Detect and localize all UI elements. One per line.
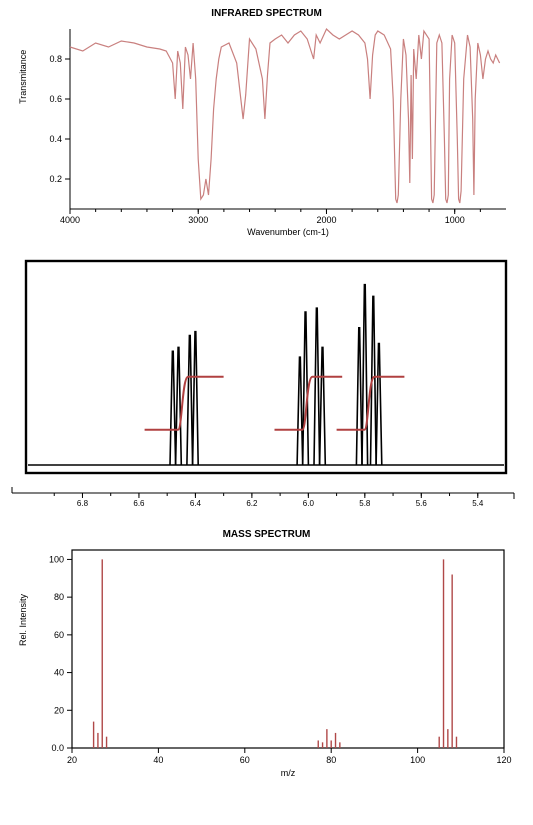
svg-text:6.0: 6.0 <box>303 499 315 508</box>
svg-text:0.0: 0.0 <box>51 743 64 753</box>
svg-text:m/z: m/z <box>281 768 296 778</box>
svg-text:5.8: 5.8 <box>359 499 371 508</box>
svg-text:60: 60 <box>54 630 64 640</box>
svg-text:120: 120 <box>496 755 511 765</box>
svg-text:5.6: 5.6 <box>416 499 428 508</box>
svg-text:6.6: 6.6 <box>133 499 145 508</box>
svg-text:80: 80 <box>326 755 336 765</box>
svg-text:80: 80 <box>54 592 64 602</box>
svg-text:3000: 3000 <box>188 215 208 225</box>
svg-text:0.4: 0.4 <box>49 134 62 144</box>
svg-text:60: 60 <box>240 755 250 765</box>
nmr-chart: 6.8 6.6 6.4 6.2 6.0 5.8 5.6 5.4 <box>8 255 518 515</box>
svg-text:100: 100 <box>49 554 64 564</box>
svg-text:2000: 2000 <box>316 215 336 225</box>
svg-text:20: 20 <box>67 755 77 765</box>
ir-title: INFRARED SPECTRUM <box>8 8 525 19</box>
svg-text:40: 40 <box>54 668 64 678</box>
svg-text:40: 40 <box>153 755 163 765</box>
ir-chart: 4000 3000 2000 1000 0.2 0.4 0.6 0.8 Wavenumber (… <box>36 21 516 241</box>
svg-text:0.8: 0.8 <box>49 54 62 64</box>
svg-text:100: 100 <box>410 755 425 765</box>
ir-ylabel: Transmitance <box>18 50 28 104</box>
ir-panel: INFRARED SPECTRUM Transmitance 4000 3000 2… <box>8 8 525 241</box>
ms-panel: MASS SPECTRUM Rel. Intensity 20 40 60 80 100… <box>8 529 525 782</box>
svg-text:Wavenumber (cm-1): Wavenumber (cm-1) <box>247 227 329 237</box>
svg-text:0.6: 0.6 <box>49 94 62 104</box>
nmr-panel: 6.8 6.6 6.4 6.2 6.0 5.8 5.6 5.4 <box>8 255 525 515</box>
svg-text:0.2: 0.2 <box>49 174 62 184</box>
svg-text:20: 20 <box>54 705 64 715</box>
ms-chart: 204060801001200.020406080100m/z <box>36 542 516 782</box>
svg-text:5.4: 5.4 <box>472 499 484 508</box>
svg-text:6.8: 6.8 <box>77 499 89 508</box>
svg-text:1000: 1000 <box>445 215 465 225</box>
svg-text:6.2: 6.2 <box>246 499 258 508</box>
ms-title: MASS SPECTRUM <box>8 529 525 540</box>
svg-text:4000: 4000 <box>60 215 80 225</box>
ms-ylabel: Rel. Intensity <box>18 594 28 646</box>
svg-text:6.4: 6.4 <box>190 499 202 508</box>
